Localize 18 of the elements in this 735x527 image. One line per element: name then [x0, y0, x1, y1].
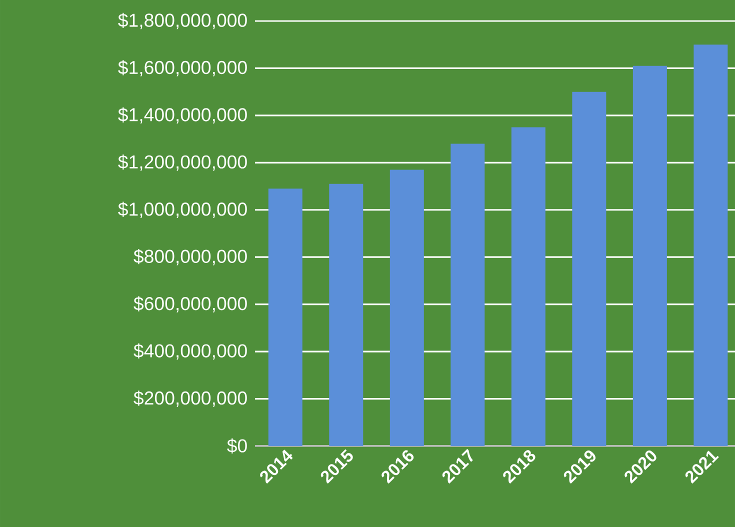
y-tick-label: $0: [227, 438, 247, 454]
bar: [694, 44, 728, 446]
bar: [511, 127, 546, 446]
y-tick-label: $200,000,000: [134, 390, 247, 407]
bar: [390, 170, 424, 446]
bar: [572, 92, 606, 446]
y-tick-label: $1,600,000,000: [118, 60, 247, 76]
bar: [268, 188, 302, 446]
y-tick-label: $1,800,000,000: [118, 12, 247, 30]
y-tick-label: $1,400,000,000: [118, 107, 247, 124]
y-tick-label: $800,000,000: [134, 248, 247, 266]
bar: [450, 144, 485, 446]
y-tick-label: $1,000,000,000: [118, 202, 247, 218]
y-tick-label: $600,000,000: [134, 296, 247, 312]
bar: [632, 66, 667, 446]
y-tick-label: $1,200,000,000: [118, 154, 247, 171]
bar: [329, 184, 364, 446]
y-tick-label: $400,000,000: [134, 343, 247, 360]
